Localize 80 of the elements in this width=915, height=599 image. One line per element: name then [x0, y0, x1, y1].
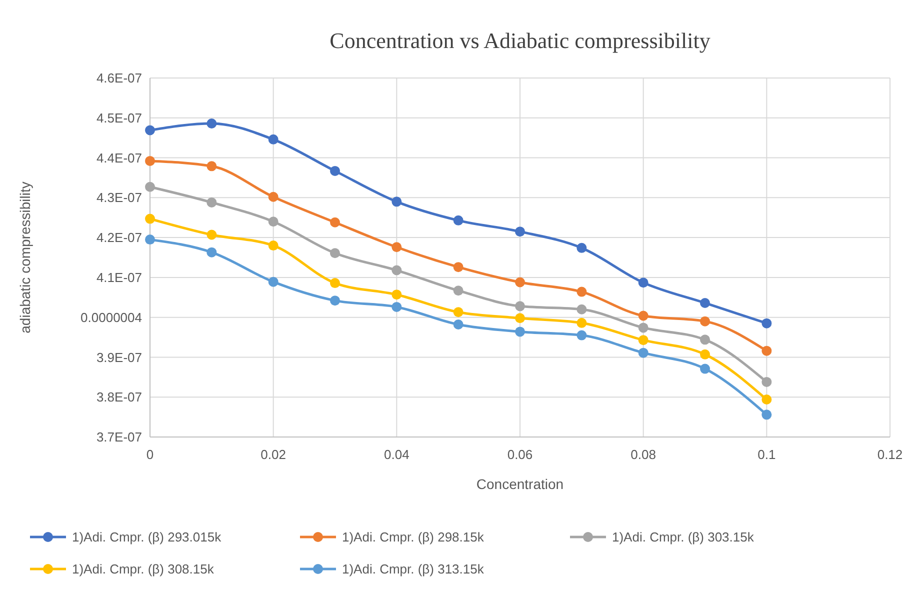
point: [576, 318, 587, 328]
point: [453, 215, 464, 226]
point: [762, 376, 772, 387]
point: [330, 248, 340, 258]
point: [392, 196, 402, 207]
point: [762, 410, 772, 420]
point: [515, 301, 525, 312]
point: [145, 125, 155, 136]
point: [638, 278, 648, 288]
point: [515, 277, 525, 288]
point: [700, 349, 710, 360]
point: [638, 348, 648, 358]
point: [700, 316, 710, 326]
point: [576, 304, 587, 314]
point: [145, 214, 155, 224]
y-tick-label: 4.2E-07: [96, 230, 142, 246]
y-tick-label: 4.1E-07: [96, 270, 142, 285]
point: [268, 134, 278, 144]
y-tick-label: 3.8E-07: [96, 390, 142, 405]
x-tick-label: 0.06: [507, 447, 533, 462]
y-tick-label: 3.9E-07: [96, 350, 142, 365]
y-tick-label: 4.4E-07: [96, 150, 142, 166]
point: [762, 346, 772, 356]
legend-label: 1)Adi. Cmpr. (β) 293.015k: [72, 530, 222, 545]
point: [638, 335, 648, 346]
point: [515, 326, 525, 337]
legend-label: 1)Adi. Cmpr. (β) 308.15k: [72, 562, 214, 577]
point: [576, 286, 587, 297]
point: [515, 313, 525, 324]
point: [268, 240, 278, 251]
point: [268, 216, 278, 227]
point: [145, 182, 155, 192]
chart-title: Concentration vs Adiabatic compressibility: [330, 28, 710, 53]
point: [453, 307, 464, 318]
point: [330, 217, 340, 228]
point: [453, 262, 464, 272]
x-tick-label: 0.04: [384, 447, 410, 462]
point: [145, 234, 155, 245]
point: [392, 302, 402, 312]
point: [700, 364, 710, 374]
point: [700, 334, 710, 345]
legend-label: 1)Adi. Cmpr. (β) 313.15k: [342, 562, 484, 577]
y-tick-label: 4.5E-07: [96, 110, 142, 126]
point: [762, 318, 772, 328]
x-tick-label: 0: [146, 447, 154, 462]
point: [638, 310, 648, 321]
legend-label: 1)Adi. Cmpr. (β) 303.15k: [612, 530, 754, 545]
point: [392, 265, 402, 276]
x-axis-title: Concentration: [476, 476, 564, 492]
point: [330, 278, 340, 288]
point: [330, 296, 340, 306]
point: [453, 320, 464, 330]
point: [330, 166, 340, 176]
point: [392, 242, 402, 252]
point: [762, 394, 772, 405]
point: [453, 286, 464, 296]
y-tick-label: 3.7E-07: [96, 430, 142, 445]
point: [576, 242, 587, 253]
point: [268, 276, 278, 287]
point: [206, 118, 217, 128]
y-tick-label: 4.6E-07: [96, 70, 142, 86]
point: [268, 192, 278, 202]
x-tick-label: 0.08: [630, 447, 656, 462]
point: [145, 156, 155, 166]
x-tick-label: 0.02: [260, 447, 286, 462]
point: [576, 330, 587, 340]
point: [206, 161, 217, 172]
x-tick-label: 0.12: [877, 447, 903, 462]
legend-label: 1)Adi. Cmpr. (β) 298.15k: [342, 530, 484, 545]
point: [700, 298, 710, 308]
y-tick-label: 0.0000004: [80, 310, 142, 325]
y-tick-label: 4.3E-07: [96, 190, 142, 206]
point: [206, 230, 217, 240]
point: [206, 197, 217, 208]
point: [392, 290, 402, 300]
y-axis-title: adiabatic compressibility: [17, 182, 33, 334]
point: [515, 226, 525, 237]
x-tick-label: 0.1: [758, 447, 776, 462]
point: [206, 247, 217, 258]
point: [638, 322, 648, 333]
